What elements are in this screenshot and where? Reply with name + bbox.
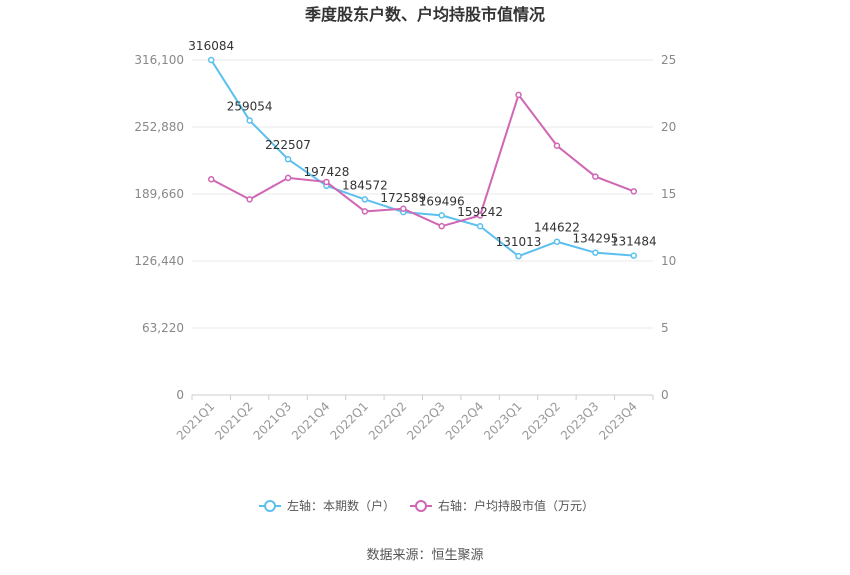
x-tick-label: 2021Q1	[174, 399, 218, 443]
x-axis: 2021Q12021Q22021Q32021Q42022Q12022Q22022…	[174, 395, 654, 443]
x-tick-label: 2023Q1	[481, 399, 525, 443]
left-axis: 0 63,220 126,440 189,660 252,880 316,100	[134, 53, 184, 402]
legend-label: 左轴：本期数（户）	[287, 498, 395, 513]
data-label: 131484	[611, 235, 657, 249]
chart-title: 季度股东户数、户均持股市值情况	[304, 5, 545, 24]
x-tick-label: 2021Q2	[212, 399, 256, 443]
data-label: 184572	[342, 178, 388, 192]
data-point	[438, 212, 445, 219]
data-point	[361, 196, 369, 203]
legend-label: 右轴：户均持股市值（万元）	[438, 498, 594, 513]
data-point	[476, 212, 484, 219]
data-point	[207, 176, 215, 183]
data-point	[207, 56, 215, 64]
legend-swatch-marker	[415, 500, 427, 512]
data-point	[246, 196, 253, 203]
data-label: 259054	[227, 99, 273, 113]
right-tick-label: 5	[661, 321, 669, 335]
data-point	[515, 91, 522, 99]
x-tick-label: 2022Q4	[443, 399, 487, 443]
data-point	[630, 252, 638, 259]
left-tick-label: 189,660	[134, 187, 184, 201]
right-axis: 0 5 10 15 20 25	[661, 53, 676, 402]
data-point	[361, 208, 369, 215]
left-tick-label: 63,220	[142, 321, 184, 335]
left-tick-label: 0	[176, 388, 184, 402]
left-tick-label: 252,880	[134, 120, 184, 134]
data-point	[284, 155, 292, 163]
right-tick-label: 10	[661, 254, 676, 268]
series-line-avg-value	[210, 92, 635, 228]
data-point	[630, 188, 638, 195]
series-line-holders	[210, 59, 634, 258]
x-tick-label: 2022Q2	[366, 399, 410, 443]
x-tick-label: 2023Q2	[520, 399, 564, 443]
series	[207, 56, 638, 260]
data-point	[400, 205, 407, 212]
data-labels: 316084 259054 222507 1974281845721725891694…	[188, 39, 656, 249]
data-label: 172589	[380, 191, 426, 205]
data-point	[323, 178, 330, 186]
legend-swatch-marker	[264, 500, 276, 512]
data-point	[553, 238, 561, 245]
data-label: 169496	[419, 194, 465, 208]
data-label: 222507	[265, 138, 311, 152]
data-label: 144622	[534, 221, 580, 235]
right-tick-label: 25	[661, 53, 676, 67]
data-label: 197428	[304, 165, 350, 179]
data-point	[246, 117, 253, 124]
right-tick-label: 20	[661, 120, 676, 134]
data-point	[284, 174, 292, 182]
legend[interactable]: 左轴：本期数（户） 右轴：户均持股市值（万元）	[259, 498, 594, 513]
left-tick-label: 316,100	[134, 53, 184, 67]
right-tick-label: 15	[661, 187, 676, 201]
x-tick-label: 2021Q3	[251, 399, 295, 443]
right-tick-label: 0	[661, 388, 669, 402]
x-tick-label: 2021Q4	[289, 399, 333, 443]
data-point	[592, 173, 599, 180]
data-label: 131013	[496, 235, 542, 249]
data-point	[592, 249, 599, 256]
x-tick-label: 2023Q3	[558, 399, 602, 443]
source-note: 数据来源：恒生聚源	[366, 548, 483, 563]
data-point	[476, 222, 484, 230]
data-label: 134295	[572, 232, 618, 246]
left-tick-label: 126,440	[134, 254, 184, 268]
data-point	[553, 142, 561, 150]
data-label: 316084	[188, 39, 234, 53]
x-tick-label: 2022Q1	[327, 399, 371, 443]
x-tick-label: 2022Q3	[404, 399, 448, 443]
data-label: 159242	[457, 205, 503, 219]
data-point	[438, 222, 445, 230]
x-tick-label: 2023Q4	[596, 399, 640, 443]
data-point	[515, 252, 522, 260]
